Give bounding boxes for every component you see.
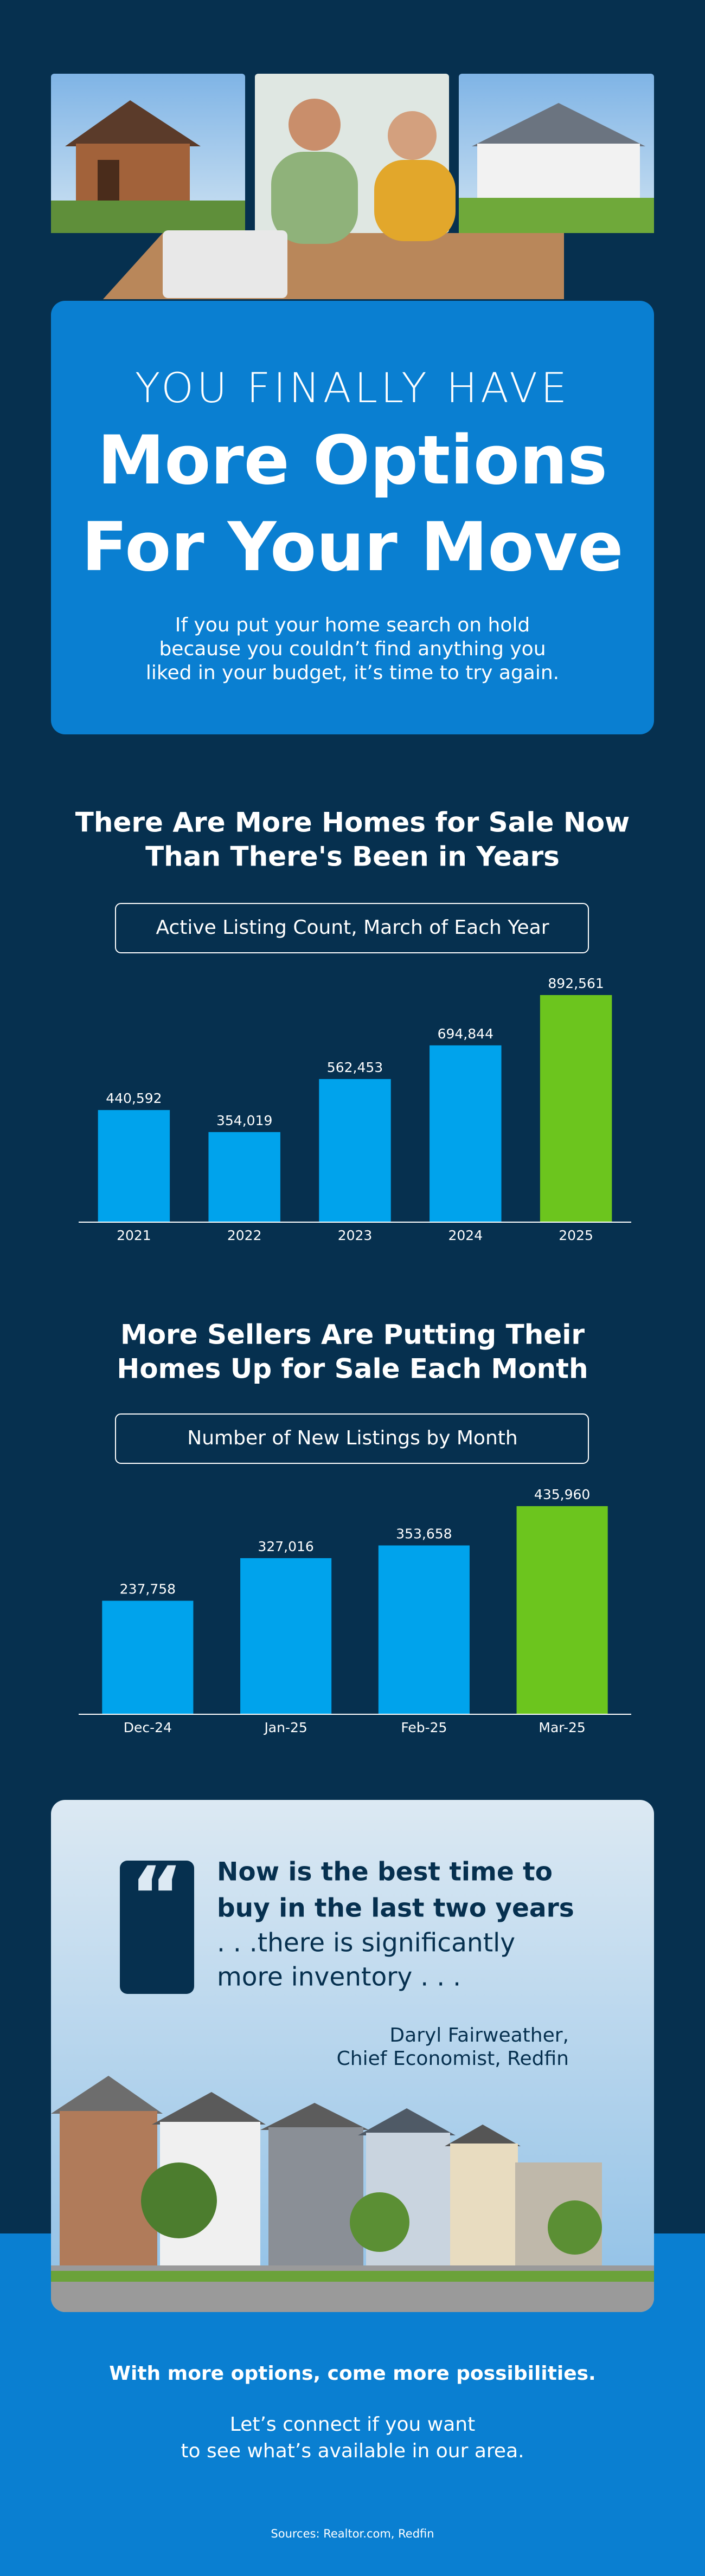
chart-subtitle: Active Listing Count, March of Each Year [156, 916, 549, 939]
bar [378, 1545, 470, 1714]
quote: Now is the best time to buy in the last t… [217, 1857, 574, 2070]
value-label: 694,844 [438, 1026, 493, 1042]
tagline: With more options, come more possibiliti… [109, 2362, 595, 2385]
chart-title: Than There's Been in Years [145, 841, 560, 873]
value-label: 354,019 [216, 1113, 272, 1128]
intro: because you couldn’t find anything you [159, 638, 546, 660]
quote-line: . . .there is significantly [217, 1928, 515, 1958]
value-label: 237,758 [120, 1581, 176, 1597]
header-card [51, 301, 654, 734]
photo-right [459, 74, 654, 233]
sources: Sources: Realtor.com, Redfin [271, 2527, 434, 2540]
cta: to see what’s available in our area. [181, 2440, 524, 2462]
value-label: 353,658 [396, 1526, 452, 1541]
quote-attribution: Chief Economist, Redfin [337, 2048, 569, 2070]
value-label: 440,592 [106, 1090, 162, 1106]
x-tick-label: Jan-25 [263, 1720, 307, 1735]
quote-bold-line: Now is the best time to [217, 1857, 553, 1887]
subtitle-box [115, 1413, 589, 1464]
bar [98, 1110, 170, 1222]
intro: liked in your budget, it’s time to try a… [146, 662, 559, 684]
bar [319, 1079, 391, 1222]
x-tick-label: 2023 [338, 1228, 373, 1243]
bar [540, 995, 612, 1222]
bar [430, 1045, 502, 1222]
houses-photo [51, 2076, 654, 2312]
bar [240, 1558, 332, 1714]
x-tick-label: 2025 [559, 1228, 593, 1243]
quote-attribution: Daryl Fairweather, [389, 2024, 569, 2046]
cta: Let’s connect if you want [230, 2413, 475, 2436]
x-tick-label: 2024 [448, 1228, 483, 1243]
kicker: YOU FINALLY HAVE [135, 364, 570, 412]
subtitle-box [115, 903, 589, 953]
quote-mark: “ [130, 1850, 184, 1944]
chart-title: There Are More Homes for Sale Now [75, 807, 630, 838]
x-tick-label: Mar-25 [539, 1720, 585, 1735]
quote-bold-line: buy in the last two years [217, 1894, 574, 1923]
photo-couple [103, 74, 564, 299]
bar [516, 1506, 608, 1714]
x-tick-label: Feb-25 [401, 1720, 447, 1735]
x-tick-label: 2022 [227, 1228, 262, 1243]
quote-line: more inventory . . . [217, 1962, 461, 1992]
value-label: 892,561 [548, 976, 604, 991]
bar [102, 1600, 194, 1714]
chart-title: More Sellers Are Putting Their [120, 1319, 585, 1351]
x-tick-label: Dec-24 [124, 1720, 172, 1735]
bar [208, 1132, 280, 1222]
x-tick-label: 2021 [117, 1228, 151, 1243]
value-label: 327,016 [258, 1539, 313, 1554]
headline: More Options [98, 422, 607, 500]
quote-icon [120, 1861, 194, 1994]
chart-title: Homes Up for Sale Each Month [117, 1353, 588, 1385]
value-label: 562,453 [327, 1060, 383, 1075]
chart-subtitle: Number of New Listings by Month [187, 1427, 517, 1449]
headline: For Your Move [82, 508, 624, 586]
value-label: 435,960 [534, 1487, 590, 1502]
photo-left [51, 74, 245, 233]
intro: If you put your home search on hold [175, 614, 530, 636]
